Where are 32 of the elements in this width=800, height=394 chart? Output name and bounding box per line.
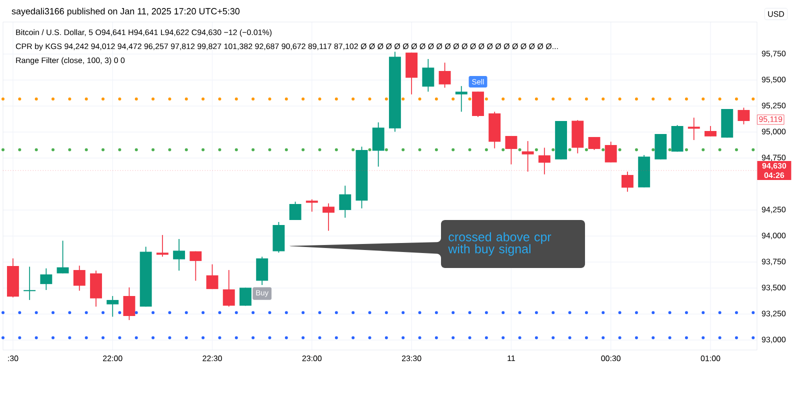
candlestick	[240, 287, 252, 306]
candlestick	[40, 268, 52, 290]
candlestick	[123, 286, 136, 320]
chart-title: sayedali3166 published on Jan 11, 2025 17:20 UTC+5:30	[12, 8, 240, 16]
candlestick	[222, 270, 235, 308]
candlestick	[422, 58, 434, 92]
candlestick	[505, 136, 518, 165]
candlestick	[206, 264, 218, 290]
candlestick	[173, 238, 186, 272]
candlestick	[621, 171, 634, 192]
candlestick	[538, 147, 550, 175]
candlestick	[372, 122, 384, 168]
candlestick	[604, 141, 617, 163]
candlestick	[156, 234, 168, 258]
candlestick	[588, 136, 600, 150]
candlestick	[322, 202, 334, 232]
candlestick	[190, 250, 202, 282]
candlestick	[56, 240, 69, 274]
annotation: crossed above cpr with buy signal	[448, 232, 552, 256]
candlestick	[438, 62, 451, 88]
candlestick	[522, 140, 534, 172]
candlestick	[106, 296, 119, 318]
candlestick	[688, 117, 700, 140]
candlestick	[738, 107, 750, 125]
candlestick	[339, 185, 352, 218]
candlestick	[73, 265, 86, 292]
candlestick	[24, 266, 36, 300]
candlestick	[704, 126, 716, 137]
candlestick	[256, 256, 268, 286]
candlestick	[306, 198, 318, 212]
candlestick	[455, 86, 468, 112]
candlestick	[289, 201, 302, 220]
